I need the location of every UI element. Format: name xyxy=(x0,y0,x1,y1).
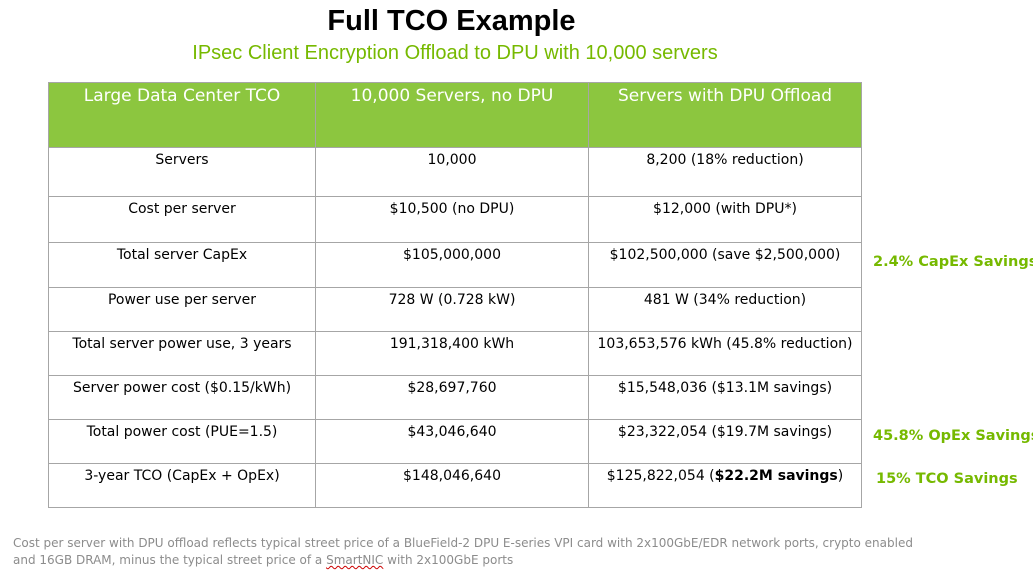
dpu-value: 8,200 (18% reduction) xyxy=(588,147,862,197)
dpu-value: 103,653,576 kWh (45.8% reduction) xyxy=(588,331,862,376)
table-row: Cost per server $10,500 (no DPU) $12,000… xyxy=(48,196,862,243)
row-label: Cost per server xyxy=(48,196,316,243)
tco-savings-callout: 15% TCO Savings xyxy=(876,471,1018,487)
table-row: Server power cost ($0.15/kWh) $28,697,76… xyxy=(48,375,862,420)
footnote-line-2-prefix: and 16GB DRAM, minus the typical street … xyxy=(13,553,327,567)
footnote-line-1: Cost per server with DPU offload reflect… xyxy=(13,536,913,550)
footnote-line-2: and 16GB DRAM, minus the typical street … xyxy=(13,552,1023,569)
row-label: 3-year TCO (CapEx + OpEx) xyxy=(48,463,316,508)
dpu-value: $23,322,054 ($19.7M savings) xyxy=(588,419,862,464)
no-dpu-value: $148,046,640 xyxy=(315,463,589,508)
dpu-savings-highlight: $22.2M savings xyxy=(714,468,838,484)
dpu-value: $102,500,000 (save $2,500,000) xyxy=(588,242,862,288)
dpu-value: $12,000 (with DPU*) xyxy=(588,196,862,243)
table-row: Total power cost (PUE=1.5) $43,046,640 $… xyxy=(48,419,862,464)
no-dpu-value: $10,500 (no DPU) xyxy=(315,196,589,243)
row-label: Server power cost ($0.15/kWh) xyxy=(48,375,316,420)
column-header-no-dpu: 10,000 Servers, no DPU xyxy=(315,82,589,148)
dpu-value: $15,548,036 ($13.1M savings) xyxy=(588,375,862,420)
no-dpu-value: $28,697,760 xyxy=(315,375,589,420)
opex-savings-callout: 45.8% OpEx Savings xyxy=(873,428,1033,444)
table-header-row: Large Data Center TCO 10,000 Servers, no… xyxy=(48,82,862,148)
footnote-line-2-suffix: with 2x100GbE ports xyxy=(383,553,514,567)
dpu-value-prefix: $125,822,054 ( xyxy=(606,468,715,484)
table-row: 3-year TCO (CapEx + OpEx) $148,046,640 $… xyxy=(48,463,862,508)
dpu-value-suffix: ) xyxy=(837,468,844,484)
no-dpu-value: 10,000 xyxy=(315,147,589,197)
no-dpu-value: $105,000,000 xyxy=(315,242,589,288)
column-header-dpu-offload: Servers with DPU Offload xyxy=(588,82,862,148)
tco-table: Large Data Center TCO 10,000 Servers, no… xyxy=(48,82,862,508)
no-dpu-value: 728 W (0.728 kW) xyxy=(315,287,589,332)
dpu-value: $125,822,054 ($22.2M savings) xyxy=(588,463,862,508)
spellcheck-flagged-word: SmartNIC xyxy=(326,553,384,567)
table-row: Total server CapEx $105,000,000 $102,500… xyxy=(48,242,862,288)
page-subtitle: IPsec Client Encryption Offload to DPU w… xyxy=(192,42,718,64)
row-label: Total server power use, 3 years xyxy=(48,331,316,376)
capex-savings-callout: 2.4% CapEx Savings xyxy=(873,254,1033,270)
table-row: Power use per server 728 W (0.728 kW) 48… xyxy=(48,287,862,332)
table-row: Total server power use, 3 years 191,318,… xyxy=(48,331,862,376)
column-header-tco: Large Data Center TCO xyxy=(48,82,316,148)
row-label: Power use per server xyxy=(48,287,316,332)
row-label: Total server CapEx xyxy=(48,242,316,288)
page-title: Full TCO Example xyxy=(327,5,576,37)
no-dpu-value: 191,318,400 kWh xyxy=(315,331,589,376)
row-label: Total power cost (PUE=1.5) xyxy=(48,419,316,464)
dpu-value: 481 W (34% reduction) xyxy=(588,287,862,332)
no-dpu-value: $43,046,640 xyxy=(315,419,589,464)
row-label: Servers xyxy=(48,147,316,197)
table-row: Servers 10,000 8,200 (18% reduction) xyxy=(48,147,862,197)
footnote: Cost per server with DPU offload reflect… xyxy=(13,535,1023,569)
